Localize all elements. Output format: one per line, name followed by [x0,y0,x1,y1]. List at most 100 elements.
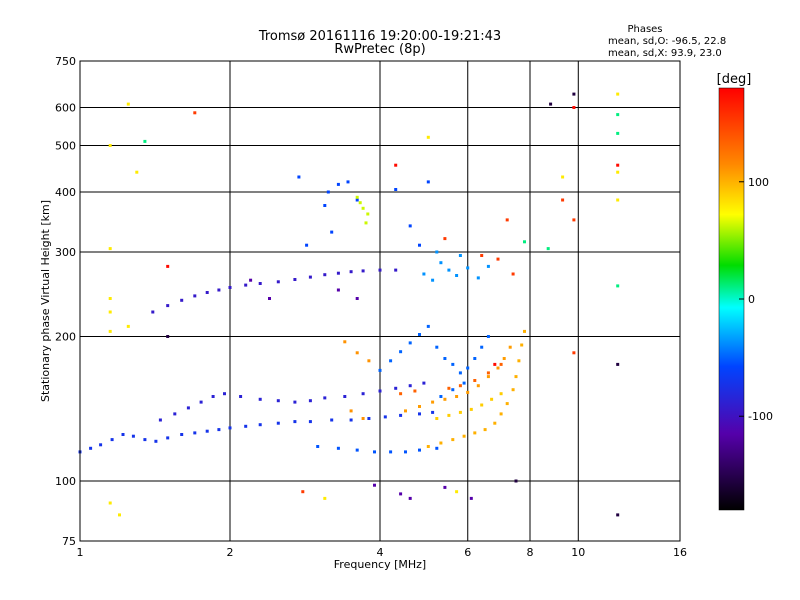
data-point [228,286,232,289]
data-point [455,395,459,398]
x-tick-label: 10 [571,546,585,559]
data-point [258,423,262,427]
data-point [205,291,209,294]
data-point [389,450,393,454]
phase-info-title: Phases [627,24,662,35]
data-point [431,410,435,414]
data-point [517,359,521,363]
data-point [316,445,320,448]
data-point [496,366,500,370]
data-point [520,343,524,347]
data-point [413,389,417,393]
data-point [496,257,500,261]
data-point [180,433,184,436]
data-point [158,418,162,422]
data-point [193,111,197,115]
data-point [443,357,447,360]
y-axis-label: Stationary phase Virtual Height [km] [39,200,52,402]
data-point [616,113,620,117]
data-point [361,417,365,420]
data-point [166,436,170,440]
data-point [323,496,327,500]
y-tick-label: 500 [55,140,76,153]
data-point [616,163,620,167]
data-point [361,269,365,273]
data-point [435,417,439,420]
data-point [486,264,490,268]
y-tick-label: 750 [55,55,76,68]
data-point [293,400,297,404]
data-point [443,485,447,489]
colorbar-label: [deg] [717,72,752,87]
data-point [378,389,382,393]
data-point [431,278,435,282]
data-point [408,496,412,500]
data-point [451,362,455,366]
data-point [572,92,576,96]
data-point [367,359,371,363]
data-point [394,386,398,390]
data-point [422,272,426,276]
data-point [523,240,526,244]
data-point [244,424,248,428]
data-point [502,357,506,360]
data-point [435,345,439,349]
data-point [505,402,509,406]
data-point [118,513,121,517]
data-point [469,407,473,411]
x-tick-label: 16 [673,546,687,559]
x-tick-label: 6 [464,546,471,559]
data-point [308,275,312,279]
data-point [99,443,103,447]
data-point [394,188,398,191]
data-point [486,375,490,379]
data-point [323,204,327,207]
y-tick-label: 100 [55,475,76,488]
data-points [78,92,620,517]
y-tick-label: 600 [55,102,76,115]
y-tick-label: 200 [55,331,76,344]
data-point [355,351,359,355]
data-point [493,362,497,366]
data-point [355,297,359,300]
data-point [108,247,112,251]
data-point [323,396,327,400]
data-point [366,212,370,216]
data-point [473,431,477,435]
data-point [511,272,515,276]
data-point [549,102,553,106]
data-point [166,264,170,268]
data-point [394,163,398,167]
data-point [193,294,197,298]
phase-info-x: mean, sd,X: 93.9, 23.0 [608,48,722,59]
data-point [166,335,170,338]
data-point [435,250,439,254]
data-point [462,381,466,385]
data-point [173,412,177,416]
data-point [616,170,620,174]
data-point [180,298,184,302]
data-point [89,446,93,450]
data-point [131,434,135,438]
data-point [616,131,620,135]
data-point [373,450,376,454]
x-tick-label: 1 [77,546,84,559]
data-point [121,433,125,436]
data-point [426,445,430,448]
data-point [426,135,430,139]
data-point [367,417,371,420]
data-point [323,273,327,277]
data-point [561,198,565,202]
data-point [408,384,412,388]
data-point [394,268,398,272]
data-point [523,329,526,333]
data-point [426,180,430,184]
data-point [193,431,197,435]
data-point [143,438,147,442]
x-tick-labels: 1 2 4 6 8 10 16 [77,546,688,559]
data-point [616,362,620,366]
data-point [355,198,359,202]
data-point [244,283,248,287]
data-point [154,439,158,443]
